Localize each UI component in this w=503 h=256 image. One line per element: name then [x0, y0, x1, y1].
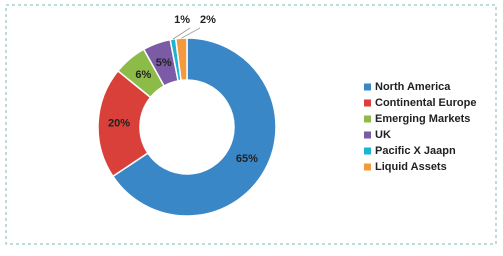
legend-swatch	[364, 99, 371, 107]
legend-swatch	[364, 83, 371, 91]
legend-label: UK	[375, 129, 391, 141]
frame	[5, 4, 497, 245]
data-label: 5%	[156, 57, 172, 69]
legend-label: Emerging Markets	[375, 113, 470, 125]
data-label: 20%	[108, 118, 130, 130]
legend-swatch	[364, 131, 371, 139]
leader-line	[172, 27, 191, 40]
data-label: 65%	[236, 153, 258, 165]
legend-swatch	[364, 163, 371, 171]
donut-slice	[111, 37, 277, 217]
data-label: 6%	[135, 69, 151, 81]
legend-label: Liquid Assets	[375, 161, 447, 173]
legend-swatch	[364, 147, 371, 155]
donut-slice	[174, 37, 188, 82]
legend-label: Continental Europe	[375, 97, 476, 109]
leader-line	[181, 27, 201, 39]
legend-label: North America	[375, 81, 451, 93]
data-label: 2%	[200, 14, 216, 26]
data-label: 1%	[174, 14, 190, 26]
legend-label: Pacific X Jaapn	[375, 145, 456, 157]
legend-swatch	[364, 115, 371, 123]
